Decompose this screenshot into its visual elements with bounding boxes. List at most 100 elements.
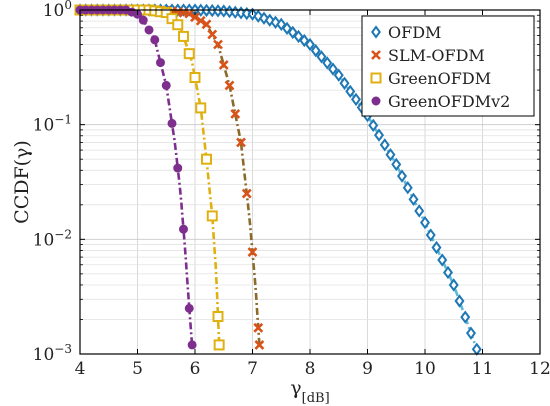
- legend-marker: [371, 25, 381, 39]
- data-point: [207, 29, 218, 40]
- legend-entry: GreenOFDM: [370, 69, 491, 88]
- data-point: [368, 118, 379, 133]
- marker-stroke: [236, 137, 246, 148]
- data-point: [322, 56, 333, 70]
- data-point: [287, 25, 298, 40]
- data-point: [374, 128, 384, 142]
- x-tick-label: 5: [132, 359, 143, 379]
- data-point: [345, 84, 356, 99]
- legend-entry: OFDM: [371, 23, 441, 42]
- x-tick-label: 10: [414, 359, 436, 379]
- legend-marker: [371, 50, 381, 60]
- data-point: [276, 17, 287, 31]
- legend-marker: [370, 72, 382, 84]
- marker-stroke: [254, 340, 265, 350]
- data-point: [420, 215, 430, 230]
- data-point: [351, 92, 361, 107]
- marker-stroke: [201, 19, 212, 30]
- data-point: [195, 102, 207, 114]
- data-point: [201, 153, 212, 165]
- legend-label: GreenOFDMv2: [388, 92, 510, 111]
- x-tick-label: 11: [472, 359, 494, 379]
- data-point: [333, 68, 344, 82]
- y-tick-label: 10−2: [33, 227, 72, 250]
- data-point: [184, 303, 194, 313]
- x-tick-label: 9: [362, 359, 373, 379]
- data-point: [166, 13, 178, 25]
- data-point: [156, 58, 165, 68]
- marker-stroke: [230, 108, 241, 119]
- x-tick-label: 7: [247, 359, 258, 379]
- legend: OFDM SLM-OFDM GreenOFDM GreenOFDMv2: [361, 15, 535, 117]
- data-point: [183, 48, 195, 60]
- data-point: [184, 8, 195, 19]
- data-point: [144, 25, 154, 35]
- data-point: [466, 326, 476, 340]
- data-point: [195, 15, 206, 26]
- data-point: [408, 192, 419, 206]
- data-point: [241, 188, 252, 199]
- data-point: [437, 253, 448, 267]
- data-point: [443, 265, 453, 280]
- x-axis-label: γ[dB]: [290, 377, 329, 406]
- data-point: [218, 60, 229, 70]
- marker-stroke: [371, 50, 381, 60]
- data-point: [172, 19, 184, 31]
- legend-entry: SLM-OFDM: [371, 46, 485, 65]
- data-point: [448, 278, 459, 292]
- data-point: [201, 19, 212, 30]
- marker-stroke: [241, 188, 252, 199]
- data-point: [425, 228, 436, 242]
- marker-stroke: [253, 322, 264, 333]
- data-point: [454, 294, 465, 308]
- x-tick-label: 8: [305, 359, 316, 379]
- data-point: [213, 339, 225, 351]
- data-point: [150, 35, 160, 45]
- data-point: [178, 30, 189, 42]
- data-point: [236, 137, 246, 148]
- marker-stroke: [218, 60, 229, 70]
- marker-stroke: [247, 247, 258, 257]
- data-point: [206, 210, 218, 222]
- marker-stroke: [213, 39, 223, 50]
- marker-stroke: [190, 12, 200, 23]
- data-point: [173, 163, 183, 173]
- data-point: [310, 43, 321, 58]
- legend-marker: [371, 96, 381, 106]
- data-point: [254, 340, 265, 350]
- ticks: 4 5 6 7 8 9 10 11 12 100 10−1 10−2 10−3: [33, 0, 550, 379]
- data-point: [293, 29, 304, 44]
- legend-label: SLM-OFDM: [388, 46, 485, 65]
- marker-stroke: [184, 8, 195, 19]
- data-point: [213, 39, 223, 50]
- data-point: [328, 62, 338, 76]
- data-point: [224, 80, 235, 91]
- legend-box: [361, 15, 535, 117]
- data-point: [379, 138, 390, 152]
- y-tick-label: 10−3: [33, 342, 72, 365]
- data-point: [160, 7, 172, 19]
- data-point: [431, 240, 442, 255]
- legend-entry: GreenOFDMv2: [371, 92, 510, 111]
- data-point: [391, 157, 402, 172]
- y-axis-label: CCDF(γ): [11, 140, 33, 224]
- data-point: [253, 322, 264, 333]
- x-tick-label: 12: [529, 359, 550, 379]
- data-point: [187, 340, 197, 350]
- x-tick-label: 6: [190, 359, 201, 379]
- data-point: [414, 204, 425, 218]
- y-tick-label: 100: [43, 0, 72, 21]
- legend-label: OFDM: [388, 23, 441, 42]
- marker-stroke: [224, 80, 235, 91]
- data-point: [460, 310, 471, 324]
- data-point: [339, 76, 350, 90]
- data-point: [299, 33, 310, 48]
- marker-stroke: [207, 29, 218, 40]
- data-point: [167, 118, 177, 128]
- y-tick-label: 10−1: [33, 113, 72, 136]
- data-point: [316, 50, 327, 64]
- data-point: [385, 147, 396, 162]
- data-point: [212, 310, 224, 322]
- data-point: [138, 15, 148, 25]
